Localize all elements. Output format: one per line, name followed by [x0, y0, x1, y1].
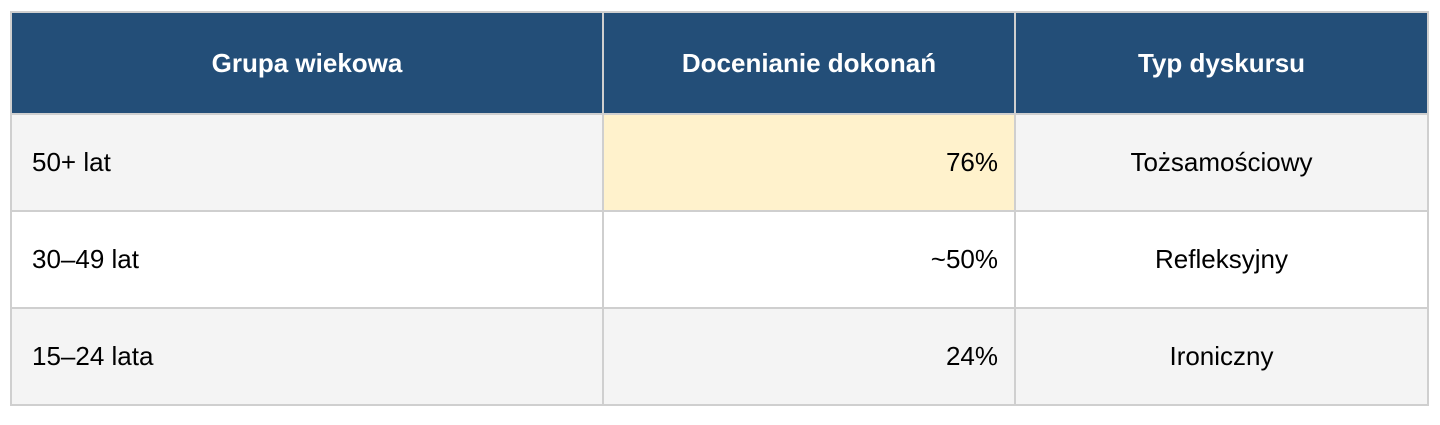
data-table: Grupa wiekowa Docenianie dokonań Typ dys… — [10, 11, 1429, 406]
cell-appreciation: 24% — [602, 307, 1016, 406]
cell-discourse-type: Refleksyjny — [1014, 210, 1429, 309]
cell-age-group: 15–24 lata — [10, 307, 604, 406]
header-appreciation: Docenianie dokonań — [602, 11, 1016, 115]
cell-age-group: 30–49 lat — [10, 210, 604, 309]
cell-discourse-type: Ironiczny — [1014, 307, 1429, 406]
header-discourse-type: Typ dyskursu — [1014, 11, 1429, 115]
cell-age-group: 50+ lat — [10, 113, 604, 212]
cell-appreciation: 76% — [602, 113, 1016, 212]
header-age-group: Grupa wiekowa — [10, 11, 604, 115]
table-row: 15–24 lata 24% Ironiczny — [10, 307, 1429, 406]
header-row: Grupa wiekowa Docenianie dokonań Typ dys… — [10, 11, 1429, 115]
table-row: 50+ lat 76% Tożsamościowy — [10, 113, 1429, 212]
cell-appreciation: ~50% — [602, 210, 1016, 309]
table-row: 30–49 lat ~50% Refleksyjny — [10, 210, 1429, 309]
cell-discourse-type: Tożsamościowy — [1014, 113, 1429, 212]
